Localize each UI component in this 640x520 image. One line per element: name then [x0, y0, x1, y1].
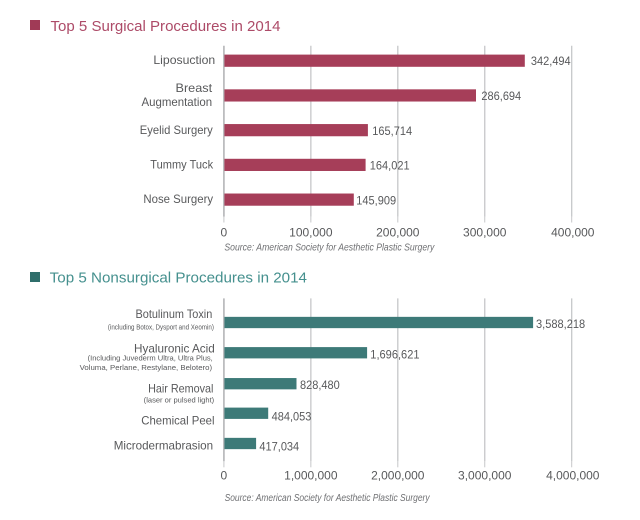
svg-text:Top 5 Surgical Procedures in 2: Top 5 Surgical Procedures in 2014 [51, 18, 281, 35]
svg-text:417,034: 417,034 [259, 439, 299, 453]
svg-text:Chemical Peel: Chemical Peel [141, 413, 214, 427]
svg-text:Nose Surgery: Nose Surgery [143, 192, 213, 206]
svg-text:Breast: Breast [176, 81, 213, 95]
svg-text:0: 0 [221, 469, 228, 483]
svg-text:400,000: 400,000 [551, 226, 595, 240]
svg-text:Liposuction: Liposuction [153, 53, 215, 67]
svg-text:Voluma, Perlane, Restylane, Be: Voluma, Perlane, Restylane, Belotero) [80, 363, 213, 372]
svg-text:Eyelid Surgery: Eyelid Surgery [140, 123, 213, 137]
svg-text:Source: American Society for A: Source: American Society for Aesthetic P… [225, 493, 431, 504]
svg-text:286,694: 286,694 [481, 89, 521, 103]
svg-text:342,494: 342,494 [531, 54, 571, 68]
svg-text:200,000: 200,000 [376, 226, 420, 240]
svg-text:Top 5 Nonsurgical Procedures i: Top 5 Nonsurgical Procedures in 2014 [50, 270, 307, 287]
svg-text:4,000,000: 4,000,000 [546, 469, 600, 483]
svg-text:3,000,000: 3,000,000 [458, 469, 512, 483]
svg-text:Botulinum Toxin: Botulinum Toxin [136, 307, 213, 321]
svg-text:Microdermabrasion: Microdermabrasion [114, 438, 213, 452]
svg-text:(laser or pulsed light): (laser or pulsed light) [144, 396, 215, 405]
svg-text:Augmentation: Augmentation [142, 95, 213, 109]
svg-text:(Including Juvederm Ultra, Ult: (Including Juvederm Ultra, Ultra Plus, [88, 354, 213, 363]
svg-text:Hair Removal: Hair Removal [148, 381, 213, 395]
svg-text:2,000,000: 2,000,000 [371, 469, 425, 483]
svg-text:0: 0 [221, 226, 228, 240]
svg-text:1,696,621: 1,696,621 [370, 347, 419, 361]
svg-text:828,480: 828,480 [300, 378, 340, 392]
svg-text:Hyaluronic Acid: Hyaluronic Acid [134, 341, 215, 355]
svg-text:100,000: 100,000 [289, 226, 333, 240]
svg-text:164,021: 164,021 [370, 159, 410, 173]
svg-text:3,588,218: 3,588,218 [536, 317, 585, 331]
svg-text:(including Botox, Dysport and: (including Botox, Dysport and Xeomin) [108, 322, 214, 331]
svg-text:484,053: 484,053 [272, 410, 312, 424]
svg-text:300,000: 300,000 [463, 226, 507, 240]
svg-text:Tummy Tuck: Tummy Tuck [150, 158, 214, 172]
svg-text:1,000,000: 1,000,000 [284, 469, 338, 483]
svg-text:165,714: 165,714 [372, 124, 412, 138]
svg-text:145,909: 145,909 [356, 194, 396, 208]
svg-text:Source: American Society for A: Source: American Society for Aesthetic P… [224, 242, 435, 253]
